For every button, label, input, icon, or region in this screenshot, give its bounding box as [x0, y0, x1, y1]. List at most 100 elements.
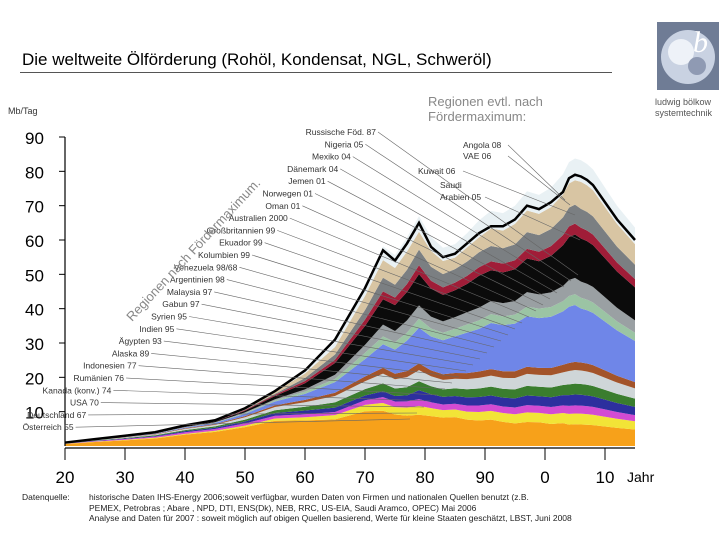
x-tick-label: 10 — [596, 468, 615, 487]
annotation-label: Syrien 95 — [151, 312, 187, 322]
annotation-label: Kanada (konv.) 74 — [43, 385, 112, 395]
series-area-5 — [65, 370, 635, 444]
annotation-leader-line — [289, 217, 530, 318]
annotation-label: Indien 95 — [139, 324, 174, 334]
annotation-label: Gabun 97 — [162, 299, 200, 309]
y-tick-label: 80 — [25, 163, 44, 182]
x-tick-label: 50 — [236, 468, 255, 487]
regions-heading-line-1: Regionen evtl. nach — [428, 94, 543, 109]
annotation-leader-line — [176, 328, 467, 372]
lbst-logo: b — [657, 22, 719, 90]
series-area-0 — [65, 410, 635, 446]
y-tick-label: 70 — [25, 198, 44, 217]
annotation-label: Rumänien 76 — [73, 373, 124, 383]
annotation-label: Australien 2000 — [229, 213, 288, 223]
annotation-label: Oman 01 — [265, 201, 300, 211]
annotation-label: VAE 06 — [463, 151, 491, 161]
source-line-1: historische Daten IHS-Energy 2006;soweit… — [89, 492, 529, 502]
annotation-label: Malaysia 97 — [167, 287, 213, 297]
annotation-label: Österreich 55 — [23, 422, 74, 432]
x-tick-label: 30 — [116, 468, 135, 487]
annotation-leader-line — [201, 303, 481, 360]
total-production-line — [64, 173, 636, 444]
series-area-10 — [65, 234, 635, 443]
source-label: Datenquelle: — [22, 492, 70, 502]
annotation-leader-line — [264, 242, 516, 330]
annotation-leader-line — [507, 155, 571, 206]
annotation-leader-line — [251, 254, 509, 336]
annotation-leader-line — [314, 193, 544, 306]
series-area-3 — [65, 390, 635, 444]
annotation-label: Kuwait 06 — [418, 166, 456, 176]
y-axis-unit: Mb/Tag — [8, 106, 38, 116]
x-tick-label: 0 — [540, 468, 549, 487]
annotation-leader-line — [163, 340, 460, 378]
brand-line-1: ludwig bölkow — [655, 97, 712, 107]
annotation-leader-line — [507, 144, 566, 201]
annotation-label: Venezuela 98/68 — [174, 262, 238, 272]
x-tick-label: 80 — [416, 468, 435, 487]
annotation-label: Norwegen 01 — [262, 189, 313, 199]
source-line-2: PEMEX, Petrobras ; Abare , NPD, DTI, ENS… — [89, 502, 477, 513]
annotation-label: Saudi — [440, 180, 462, 190]
y-tick-label: 90 — [25, 129, 44, 148]
x-axis-title: Jahr — [627, 469, 655, 485]
y-tick-label: 60 — [25, 232, 44, 251]
x-tick-label: 70 — [356, 468, 375, 487]
annotation-leader-line — [484, 196, 581, 241]
series-area-4 — [65, 381, 635, 444]
logo-letter: b — [693, 26, 708, 59]
annotation-leader-line — [352, 156, 565, 288]
annotation-leader-line — [113, 390, 432, 402]
regions-heading-line-2: Fördermaximum: — [428, 109, 527, 124]
annotation-label: Jemen 01 — [288, 176, 326, 186]
annotation-leader-line — [239, 267, 502, 342]
annotation-leader-line — [327, 180, 551, 300]
series-area-7 — [65, 304, 635, 443]
y-tick-label: 10 — [25, 404, 44, 423]
annotation-leader-line — [302, 205, 537, 312]
annotation-leader-line — [125, 377, 439, 396]
series-area-2 — [65, 397, 635, 444]
y-tick-label: 20 — [25, 369, 44, 388]
annotation-leader-line — [100, 402, 425, 408]
regions-heading: Regionen evtl. nach Fördermaximum: — [428, 94, 543, 124]
x-tick-label: 60 — [296, 468, 315, 487]
annotation-leader-line — [340, 168, 558, 294]
annotation-leader-line — [377, 131, 579, 276]
y-tick-label: 30 — [25, 335, 44, 354]
x-tick-label: 20 — [56, 468, 75, 487]
annotation-leader-line — [214, 291, 488, 354]
series-area-9 — [65, 277, 635, 443]
annotation-label: Alaska 89 — [112, 348, 150, 358]
logo-globe-icon: b — [657, 22, 719, 90]
annotation-label: Ekuador 99 — [219, 238, 263, 248]
annotation-label: Nigeria 05 — [325, 139, 364, 149]
annotation-label: Mexiko 04 — [312, 152, 351, 162]
annotation-label: Großbritannien 99 — [207, 225, 276, 235]
annotation-label: Argentinien 98 — [170, 275, 225, 285]
series-area-8 — [65, 294, 635, 443]
annotation-label: Deutschland 67 — [27, 410, 86, 420]
annotation-label: Angola 08 — [463, 140, 502, 150]
series-area-6 — [65, 361, 635, 443]
annotation-leader-line — [365, 144, 572, 282]
annotation-leader-line — [88, 412, 418, 416]
series-area-13 — [65, 180, 635, 443]
annotation-label: Ägypten 93 — [119, 336, 162, 346]
annotation-leader-line — [226, 279, 495, 348]
annotation-label: Indonesien 77 — [83, 361, 137, 371]
annotation-leader-line — [138, 365, 446, 390]
y-tick-label: 40 — [25, 301, 44, 320]
annotation-label: Russische Föd. 87 — [306, 127, 377, 137]
annotation-leader-line — [75, 418, 411, 428]
brand-name: ludwig bölkow systemtechnik — [655, 97, 712, 119]
annotation-leader-line — [462, 170, 576, 216]
annotation-label: Dänemark 04 — [287, 164, 338, 174]
annotation-leader-line — [277, 230, 523, 324]
x-tick-label: 90 — [476, 468, 495, 487]
source-line-3: Analyse and Daten für 2007 : soweit mögl… — [89, 513, 572, 524]
x-tick-label: 40 — [176, 468, 195, 487]
y-tick-label: 50 — [25, 266, 44, 285]
